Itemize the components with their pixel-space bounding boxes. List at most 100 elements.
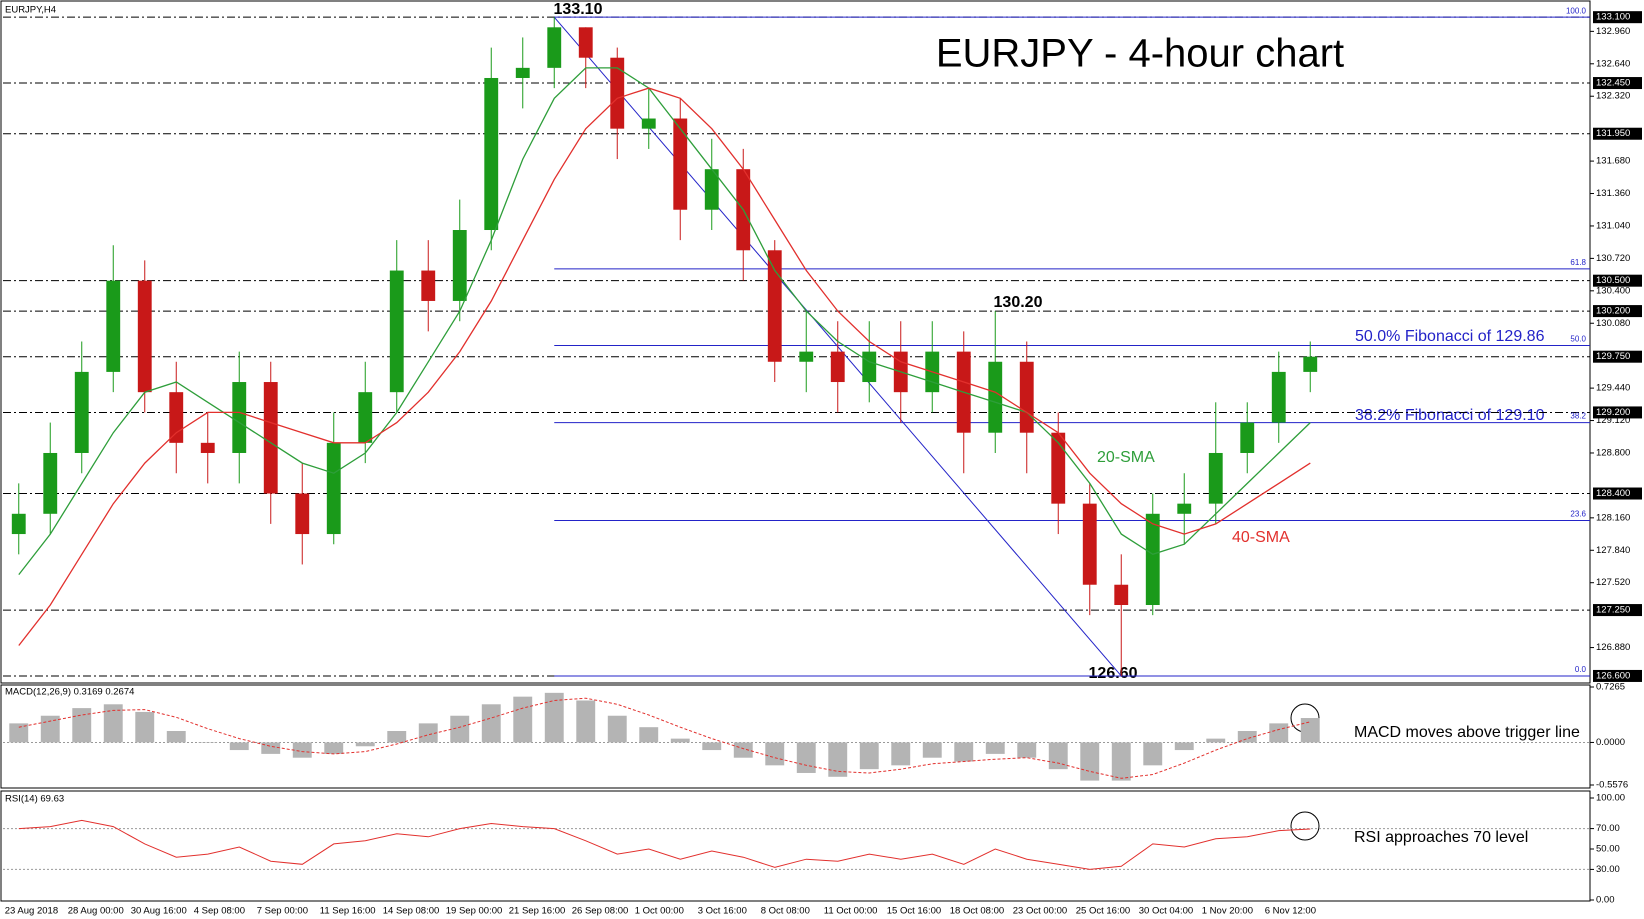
- candle-body: [326, 442, 341, 535]
- candle-body: [1303, 356, 1318, 372]
- level-box: [1593, 11, 1642, 24]
- rsi-line: [18, 819, 1311, 870]
- candle-body: [830, 351, 845, 383]
- level-box: [1593, 274, 1642, 287]
- candle-body: [389, 270, 404, 393]
- x-tick-label: 23 Aug 2018: [5, 906, 58, 917]
- chart-title: EURJPY - 4-hour chart: [936, 32, 1344, 76]
- macd-label: MACD(12,26,9) 0.3169 0.2674: [5, 687, 134, 698]
- sma-annotation: 40-SMA: [1232, 529, 1290, 546]
- macd-bar: [702, 742, 722, 751]
- candle-body: [578, 27, 593, 58]
- candle-body: [988, 361, 1003, 433]
- y-tick-label: 126.880: [1596, 642, 1630, 653]
- macd-bar: [72, 708, 92, 743]
- rsi-panel: [0, 790, 1591, 902]
- macd-bar: [418, 723, 438, 743]
- x-tick-label: 6 Nov 12:00: [1265, 906, 1316, 917]
- level-label: 129.750: [1596, 351, 1630, 362]
- candle-body: [704, 169, 719, 210]
- fib-label: 38.2: [1570, 412, 1586, 421]
- macd-bar: [1300, 718, 1320, 743]
- x-tick-label: 25 Oct 16:00: [1076, 906, 1130, 917]
- macd-bar: [922, 742, 942, 758]
- macd-bar: [40, 715, 60, 743]
- y-tick-label: 0.7265: [1596, 682, 1625, 693]
- level-box: [1593, 127, 1642, 140]
- candle-body: [11, 513, 26, 535]
- y-tick-label: 30.00: [1596, 864, 1620, 875]
- x-tick-label: 30 Oct 04:00: [1139, 906, 1193, 917]
- x-tick-label: 21 Sep 16:00: [509, 906, 566, 917]
- macd-bar: [513, 696, 533, 743]
- macd-bar: [1111, 742, 1131, 781]
- candle-body: [1114, 584, 1129, 606]
- candle-body: [799, 351, 814, 362]
- y-tick-label: 131.360: [1596, 188, 1630, 199]
- macd-bar: [1206, 738, 1226, 743]
- level-label: 132.450: [1596, 78, 1630, 89]
- candle-body: [137, 280, 152, 393]
- macd-bar: [1174, 742, 1194, 751]
- level-box: [1593, 77, 1642, 90]
- fib-label: 23.6: [1570, 510, 1586, 519]
- y-tick-label: -0.5576: [1596, 780, 1628, 791]
- level-label: 128.400: [1596, 488, 1630, 499]
- y-tick-label: 130.400: [1596, 285, 1630, 296]
- y-tick-label: 50.00: [1596, 844, 1620, 855]
- high-annotation: 133.10: [554, 1, 603, 18]
- y-tick-label: 0.0000: [1596, 737, 1625, 748]
- candle-body: [1177, 503, 1192, 514]
- level-label: 127.250: [1596, 605, 1630, 616]
- candle-body: [1051, 432, 1066, 504]
- macd-bar: [954, 742, 974, 762]
- macd-bar: [765, 742, 785, 766]
- high-annotation: 130.20: [994, 294, 1043, 311]
- macd-bar: [292, 742, 312, 758]
- macd-bar: [387, 730, 407, 743]
- level-box: [1593, 604, 1642, 617]
- level-label: 130.500: [1596, 275, 1630, 286]
- level-label: 126.600: [1596, 670, 1630, 681]
- candle-body: [1208, 452, 1223, 504]
- macd-bar: [1269, 723, 1289, 743]
- candle-body: [1271, 371, 1286, 423]
- macd-bar: [166, 730, 186, 743]
- sma-line: [18, 87, 1311, 646]
- candle-body: [484, 77, 499, 231]
- x-tick-label: 19 Sep 00:00: [446, 906, 503, 917]
- macd-bar: [796, 742, 816, 773]
- macd-bar: [733, 742, 753, 758]
- macd-bar: [607, 715, 627, 743]
- level-box: [1593, 350, 1642, 363]
- y-tick-label: 128.160: [1596, 512, 1630, 523]
- macd-bar: [198, 742, 218, 743]
- x-tick-label: 23 Oct 00:00: [1013, 906, 1067, 917]
- macd-bar: [481, 704, 501, 743]
- fib-annotation: 50.0% Fibonacci of 129.86: [1355, 328, 1545, 345]
- level-box: [1593, 305, 1642, 318]
- level-box: [1593, 406, 1642, 419]
- macd-bar: [1080, 742, 1100, 781]
- macd-bar: [576, 700, 596, 743]
- candle-body: [263, 382, 278, 494]
- candle-body: [767, 250, 782, 362]
- low-annotation: 126.60: [1089, 665, 1138, 682]
- macd-bar: [1237, 730, 1257, 743]
- y-tick-label: 129.120: [1596, 415, 1630, 426]
- sma-line: [18, 67, 1311, 575]
- x-tick-label: 4 Sep 08:00: [194, 906, 245, 917]
- y-tick-label: 127.520: [1596, 577, 1630, 588]
- macd-bar: [670, 738, 690, 743]
- y-tick-label: 131.680: [1596, 156, 1630, 167]
- candle-body: [1082, 503, 1097, 585]
- macd-bar: [261, 742, 281, 754]
- x-tick-label: 18 Oct 08:00: [950, 906, 1004, 917]
- signal-line: [18, 697, 1311, 779]
- fib-label: 50.0: [1570, 335, 1586, 344]
- macd-bar: [859, 742, 879, 770]
- y-tick-label: 129.440: [1596, 383, 1630, 394]
- y-tick-label: 127.840: [1596, 545, 1630, 556]
- candle-body: [515, 67, 530, 78]
